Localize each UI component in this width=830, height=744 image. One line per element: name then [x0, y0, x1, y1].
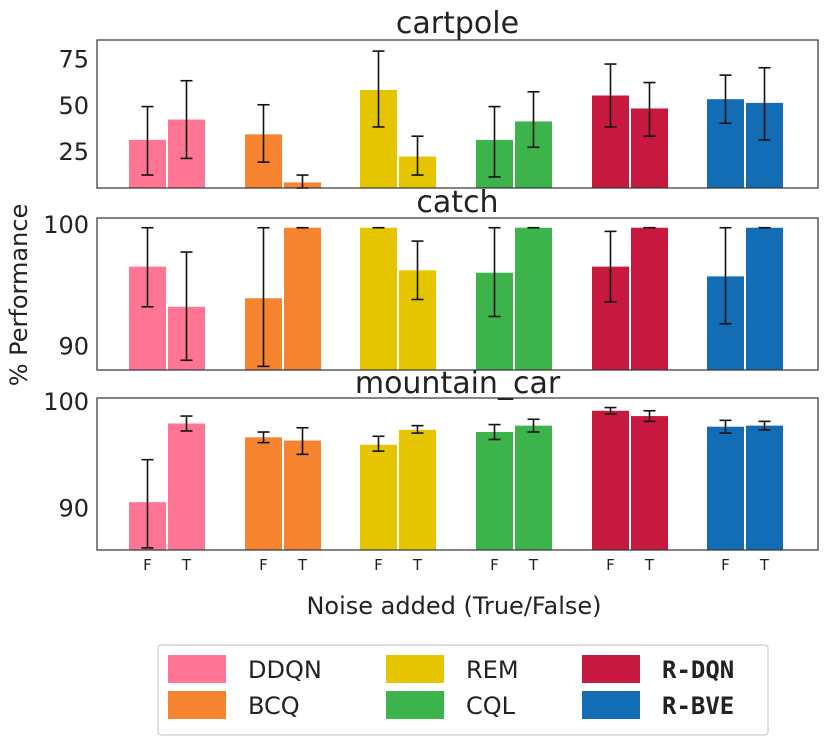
errorbar-cql-f: [488, 226, 501, 318]
errorbar-ddqn-f: [141, 226, 154, 308]
bar-rem-f: [360, 227, 397, 370]
legend-item-bcq: BCQ: [168, 691, 300, 720]
errorbar-rem-f: [372, 50, 385, 128]
bar-rem-f: [360, 444, 397, 550]
panel-title: catch: [416, 185, 498, 220]
errorbar-ddqn-t: [180, 251, 193, 362]
bar-r-dqn-t: [631, 416, 668, 550]
bar-r-bve-f: [707, 426, 744, 550]
legend-label: BCQ: [248, 692, 300, 720]
bar-r-dqn-t: [631, 227, 668, 370]
errorbar-cql-t: [527, 418, 540, 433]
legend-label: R-BVE: [662, 692, 734, 720]
errorbar-r-dqn-t: [643, 409, 656, 423]
errorbar-bcq-t: [296, 426, 309, 456]
errorbar-r-dqn-f: [604, 406, 617, 415]
errorbar-r-dqn-f: [604, 230, 617, 303]
panel-cartpole: 25 50 75 cartpole: [58, 6, 819, 189]
legend-swatch: [168, 691, 226, 719]
y-tick-label: 50: [58, 92, 89, 120]
legend-item-r-dqn: R-DQN: [582, 655, 734, 684]
legend-swatch: [386, 691, 444, 719]
bar-r-bve-t: [746, 425, 783, 550]
y-tick-label: 100: [43, 388, 89, 416]
errorbar-r-bve-f: [719, 74, 732, 125]
x-axis-label: Noise added (True/False): [306, 592, 601, 620]
x-tick-label: F: [490, 556, 499, 574]
errorbar-r-bve-f: [719, 419, 732, 434]
legend-label: R-DQN: [662, 656, 734, 684]
errorbar-cql-f: [488, 105, 501, 178]
panel-catch: 90 100 catch: [43, 185, 819, 371]
x-tick-label: F: [143, 556, 152, 574]
legend-swatch: [386, 655, 444, 683]
errorbar-bcq-f: [257, 103, 270, 163]
errorbar-ddqn-f: [141, 458, 154, 549]
errorbar-ddqn-f: [141, 105, 154, 176]
x-tick-label: T: [181, 556, 192, 574]
bar-r-dqn-f: [592, 410, 629, 550]
errorbar-r-dqn-t: [643, 81, 656, 137]
x-tick-label: T: [528, 556, 539, 574]
y-tick-label: 75: [58, 46, 89, 74]
chart-panels: 25 50 75 cartpole 90 100 catch 90 100 mountain_ca…: [43, 6, 819, 574]
errorbar-r-bve-t: [758, 420, 771, 431]
legend-item-r-bve: R-BVE: [582, 691, 734, 720]
errorbar-r-bve-t: [758, 66, 771, 141]
panel-frame: [96, 39, 819, 189]
legend-swatch: [582, 655, 640, 683]
legend-item-cql: CQL: [386, 691, 516, 720]
legend-item-rem: REM: [386, 655, 519, 684]
panel-title: cartpole: [396, 6, 519, 41]
bar-ddqn-t: [168, 423, 205, 550]
errorbar-r-bve-f: [719, 226, 732, 325]
x-tick-label: F: [606, 556, 615, 574]
y-tick-label: 100: [43, 211, 89, 239]
bar-r-bve-t: [746, 227, 783, 370]
errorbar-rem-f: [372, 435, 385, 452]
y-tick-label: 25: [58, 138, 89, 166]
bar-cql-f: [476, 432, 513, 550]
errorbar-cql-t: [527, 91, 540, 149]
legend-swatch: [168, 655, 226, 683]
bar-bcq-t: [284, 440, 321, 550]
errorbar-rem-t: [411, 240, 424, 301]
errorbar-rem-t: [411, 424, 424, 434]
y-tick-label: 90: [58, 333, 89, 361]
errorbar-bcq-f: [257, 226, 270, 368]
y-axis-label: % Performance: [5, 204, 33, 387]
panel-title: mountain_car: [355, 366, 561, 401]
bar-cql-t: [515, 425, 552, 550]
y-tick-label: 90: [58, 494, 89, 522]
panel-frame: [96, 217, 819, 371]
bar-bcq-t: [284, 227, 321, 370]
x-tick-label: T: [412, 556, 423, 574]
bar-cql-t: [515, 227, 552, 370]
x-tick-label: T: [297, 556, 308, 574]
legend-label: REM: [466, 656, 519, 684]
errorbar-rem-t: [411, 135, 424, 176]
errorbar-r-dqn-f: [604, 63, 617, 128]
panel-mountain-car: 90 100 mountain_car F T F T F T F T F T F T: [43, 366, 819, 574]
errorbar-cql-f: [488, 423, 501, 441]
x-tick-label: F: [259, 556, 268, 574]
x-tick-label: T: [759, 556, 770, 574]
legend: DDQN BCQ REM CQL R-DQN R-BVE: [157, 644, 769, 736]
x-tick-label: F: [374, 556, 383, 574]
errorbar-ddqn-t: [180, 415, 193, 432]
errorbar-bcq-f: [257, 431, 270, 444]
errorbar-ddqn-t: [180, 79, 193, 160]
bar-rem-t: [399, 429, 436, 550]
legend-item-ddqn: DDQN: [168, 655, 322, 684]
panel-frame: [96, 397, 819, 551]
x-tick-label: F: [721, 556, 730, 574]
x-tick-label: T: [644, 556, 655, 574]
legend-swatch: [582, 691, 640, 719]
legend-label: DDQN: [248, 656, 322, 684]
bar-bcq-f: [245, 437, 282, 550]
legend-label: CQL: [466, 692, 516, 720]
